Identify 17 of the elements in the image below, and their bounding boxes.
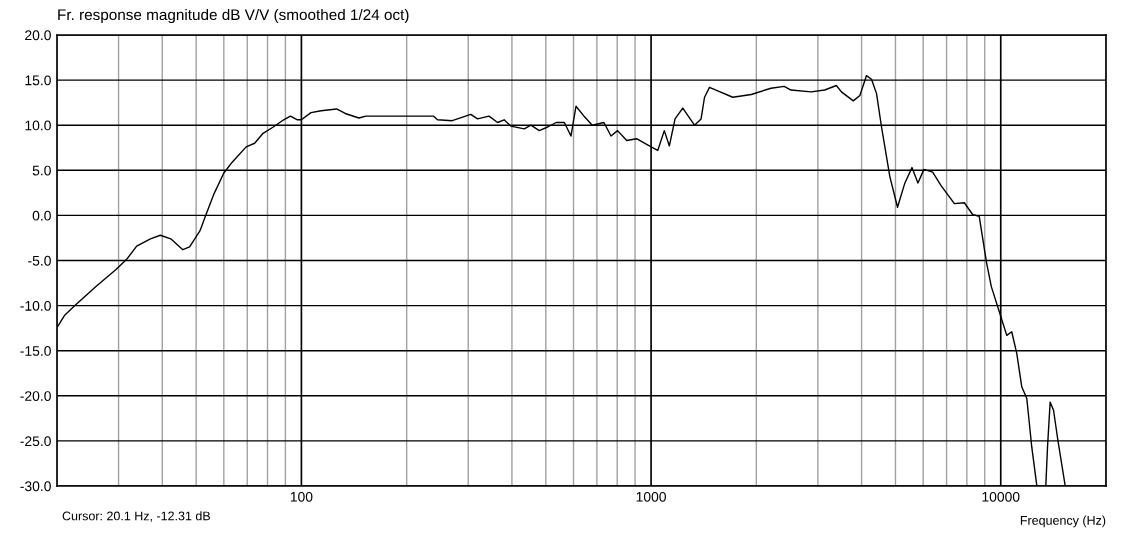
chart-title: Fr. response magnitude dB V/V (smoothed 1/24 oct): [58, 8, 409, 24]
x-tick-label: 100: [290, 491, 313, 502]
y-tick-label: 20.0: [25, 30, 51, 41]
text: Cursor: 20.1 Hz, -12.31 dB: [62, 511, 211, 522]
y-tick-label: -15.0: [20, 346, 51, 356]
x-axis-title: Frequency (Hz): [1020, 515, 1106, 528]
y-tick-label: -5.0: [28, 255, 51, 266]
y-tick-label: 0.0: [32, 210, 51, 221]
y-tick-label: 15.0: [25, 75, 51, 86]
x-tick-label: 1000: [636, 491, 666, 502]
y-tick-label: -25.0: [20, 436, 51, 447]
y-tick-label: -10.0: [20, 300, 51, 311]
y-tick-label: -20.0: [20, 391, 51, 401]
x-tick-label: 10000: [982, 491, 1020, 502]
y-tick-label: -30.0: [20, 481, 51, 492]
y-tick-label: 10.0: [25, 120, 51, 131]
y-tick-label: 5.0: [32, 165, 51, 176]
